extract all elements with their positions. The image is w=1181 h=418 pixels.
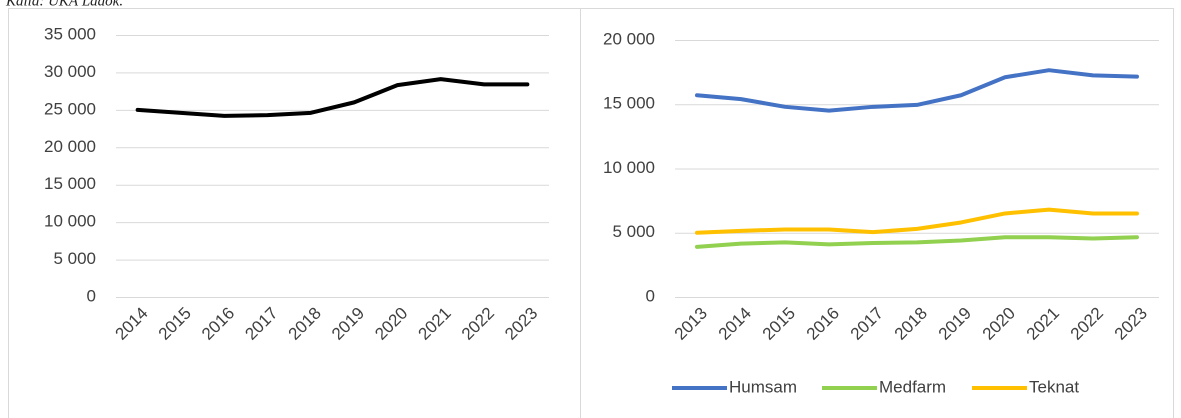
x-tick-label: 2013 [671, 304, 711, 344]
x-tick-label: 2019 [328, 304, 368, 344]
x-tick-label: 2020 [979, 304, 1019, 344]
x-tick-label: 2014 [715, 304, 755, 344]
x-tick-label: 2021 [1023, 304, 1063, 344]
legend-label: Humsam [729, 377, 797, 396]
x-tick-label: 2023 [1111, 304, 1151, 344]
y-tick-label: 15 000 [44, 174, 96, 193]
x-tick-label: 2018 [285, 304, 325, 344]
line [695, 207, 1139, 235]
y-tick-label: 20 000 [44, 137, 96, 156]
y-tick-label: 20 000 [603, 29, 655, 48]
y-tick-label: 10 000 [603, 158, 655, 177]
x-tick-label: 2020 [371, 304, 411, 344]
legend-label: Teknat [1029, 377, 1079, 396]
legend-label: Medfarm [879, 377, 946, 396]
x-tick-label: 2023 [501, 304, 541, 344]
y-tick-label: 5 000 [53, 249, 96, 268]
x-tick-label: 2018 [891, 304, 931, 344]
y-tick-label: 5 000 [612, 222, 655, 241]
x-tick-label: 2015 [759, 304, 799, 344]
x-tick-label: 2019 [935, 304, 975, 344]
y-tick-label: 0 [646, 286, 655, 305]
y-tick-label: 30 000 [44, 62, 96, 81]
line [695, 235, 1139, 249]
frame [8, 8, 1174, 418]
x-tick-label: 2017 [847, 304, 887, 344]
y-tick-label: 35 000 [44, 24, 96, 43]
y-tick-label: 25 000 [44, 99, 96, 118]
x-tick-label: 2022 [1067, 304, 1107, 344]
x-tick-label: 2017 [241, 304, 281, 344]
x-tick-label: 2021 [415, 304, 455, 344]
x-tick-label: 2016 [198, 304, 238, 344]
line [695, 68, 1139, 113]
x-tick-label: 2015 [155, 304, 195, 344]
x-tick-label: 2014 [111, 304, 151, 344]
x-tick-label: 2016 [803, 304, 843, 344]
line [135, 77, 530, 118]
source-note: Källa: UKÄ Ladok. [5, 0, 123, 9]
y-tick-label: 0 [87, 286, 96, 305]
x-tick-label: 2022 [458, 304, 498, 344]
y-tick-label: 10 000 [44, 212, 96, 231]
y-tick-label: 15 000 [603, 94, 655, 113]
